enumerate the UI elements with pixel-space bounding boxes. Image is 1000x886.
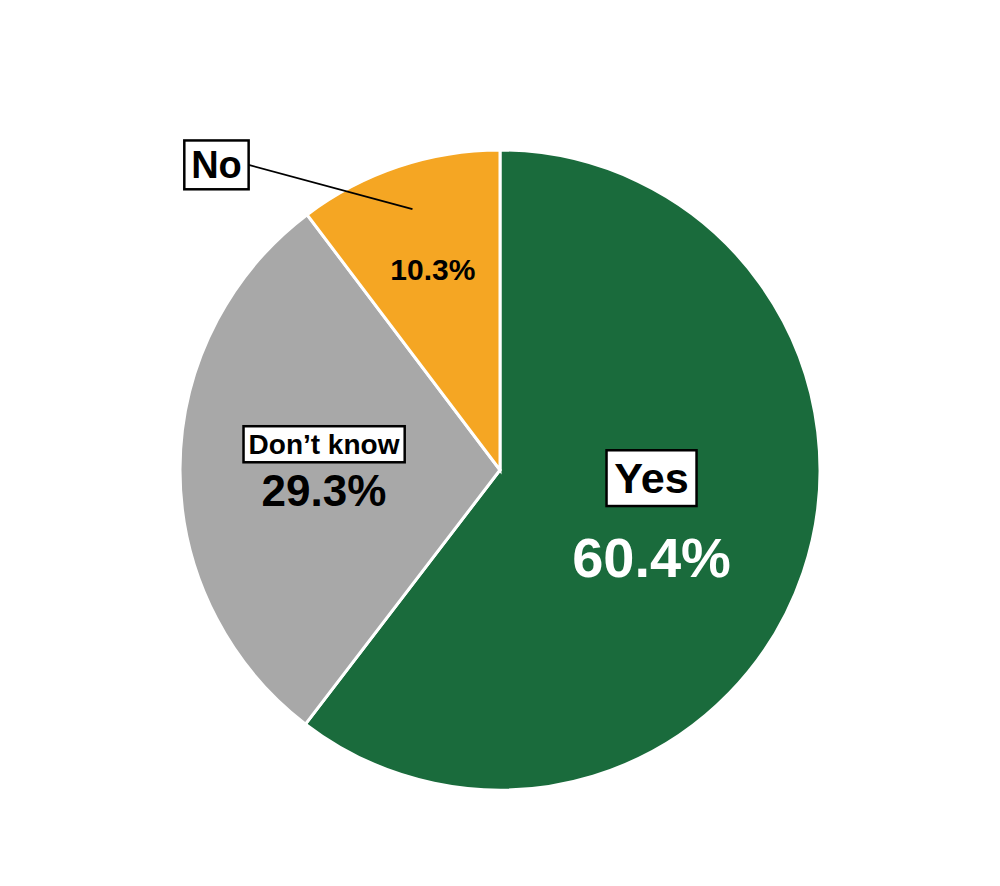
category-label: Yes: [614, 454, 688, 502]
value-label: 29.3%: [262, 466, 387, 515]
category-label-box: Yes: [607, 450, 697, 506]
category-label-box: Don’t know: [244, 426, 405, 462]
chart: Yes 60.4% Don’t know 29.3% 10.3% No: [0, 0, 1000, 886]
category-label-box: No: [184, 140, 248, 189]
label-box: [244, 426, 405, 462]
category-label: No: [191, 144, 242, 186]
slice: [307, 150, 500, 470]
slices: [180, 150, 820, 790]
label-box: [607, 450, 697, 506]
value-label: 60.4%: [572, 526, 731, 589]
labels: Yes 60.4% Don’t know 29.3% 10.3% No: [184, 140, 731, 588]
category-label: Don’t know: [249, 429, 400, 460]
value-label: 10.3%: [390, 253, 475, 286]
leader-line: [249, 165, 413, 209]
label-box: [184, 140, 248, 189]
